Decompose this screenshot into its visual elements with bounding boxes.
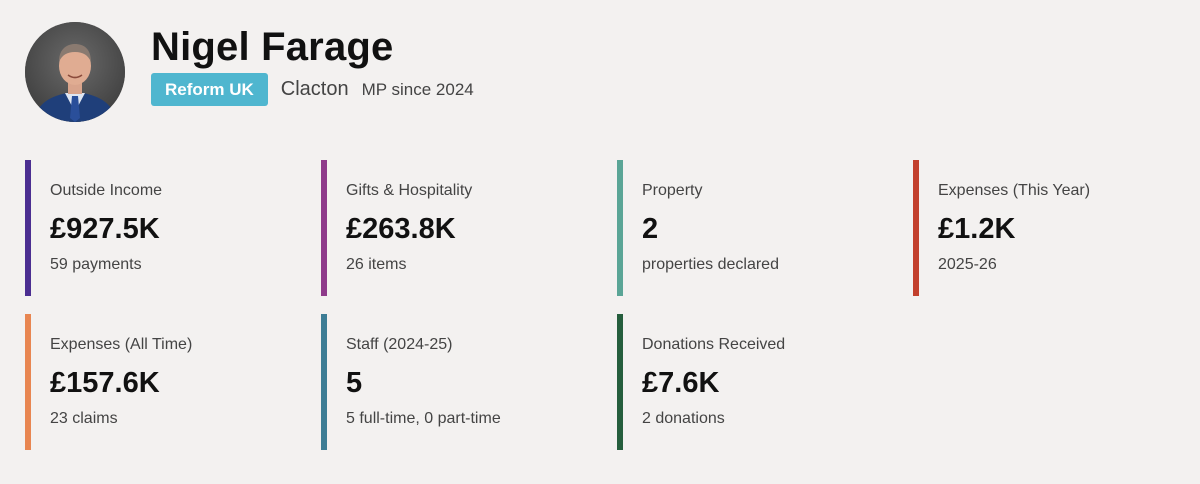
stat-label: Outside Income	[50, 182, 163, 199]
stat-card-outside-income[interactable]: Outside Income £927.5K 59 payments	[25, 160, 321, 296]
stat-card-expenses-this-year[interactable]: Expenses (This Year) £1.2K 2025-26	[913, 160, 1185, 296]
stat-value: £263.8K	[346, 213, 456, 245]
stat-subtext: 2 donations	[642, 410, 725, 427]
stat-subtext: properties declared	[642, 256, 779, 273]
stat-label: Staff (2024-25)	[346, 336, 453, 353]
stat-subtext: 26 items	[346, 256, 407, 273]
mp-header: Nigel Farage Reform UK Clacton MP since …	[25, 22, 474, 122]
stat-card-staff[interactable]: Staff (2024-25) 5 5 full-time, 0 part-ti…	[321, 314, 617, 450]
stat-label: Expenses (All Time)	[50, 336, 193, 353]
stat-value: £1.2K	[938, 213, 1016, 245]
stat-card-expenses-all-time[interactable]: Expenses (All Time) £157.6K 23 claims	[25, 314, 321, 450]
stat-value: £7.6K	[642, 367, 720, 399]
stat-subtext: 2025-26	[938, 256, 997, 273]
stat-label: Property	[642, 182, 703, 199]
mp-name: Nigel Farage	[151, 25, 394, 69]
stats-grid: Outside Income £927.5K 59 payments Gifts…	[25, 160, 1185, 450]
constituency: Clacton	[280, 78, 349, 100]
portrait-image	[25, 22, 125, 122]
mp-since: MP since 2024	[361, 79, 474, 99]
stat-card-donations-received[interactable]: Donations Received £7.6K 2 donations	[617, 314, 913, 450]
stat-label: Donations Received	[642, 336, 786, 353]
stat-value: £927.5K	[50, 213, 160, 245]
stat-card-gifts-hospitality[interactable]: Gifts & Hospitality £263.8K 26 items	[321, 160, 617, 296]
stat-subtext: 59 payments	[50, 256, 142, 273]
stat-label: Expenses (This Year)	[938, 182, 1091, 199]
stat-label: Gifts & Hospitality	[346, 182, 473, 199]
party-badge: Reform UK	[151, 73, 268, 106]
stat-subtext: 5 full-time, 0 part-time	[346, 410, 501, 427]
stat-subtext: 23 claims	[50, 410, 118, 427]
stat-card-property[interactable]: Property 2 properties declared	[617, 160, 913, 296]
stat-value: 5	[346, 367, 363, 399]
avatar	[25, 22, 125, 122]
stat-value: £157.6K	[50, 367, 160, 399]
stat-value: 2	[642, 213, 659, 245]
